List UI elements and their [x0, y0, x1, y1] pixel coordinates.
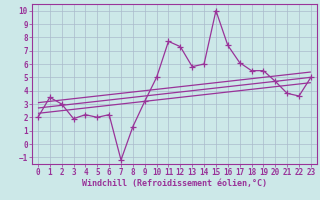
X-axis label: Windchill (Refroidissement éolien,°C): Windchill (Refroidissement éolien,°C) [82, 179, 267, 188]
